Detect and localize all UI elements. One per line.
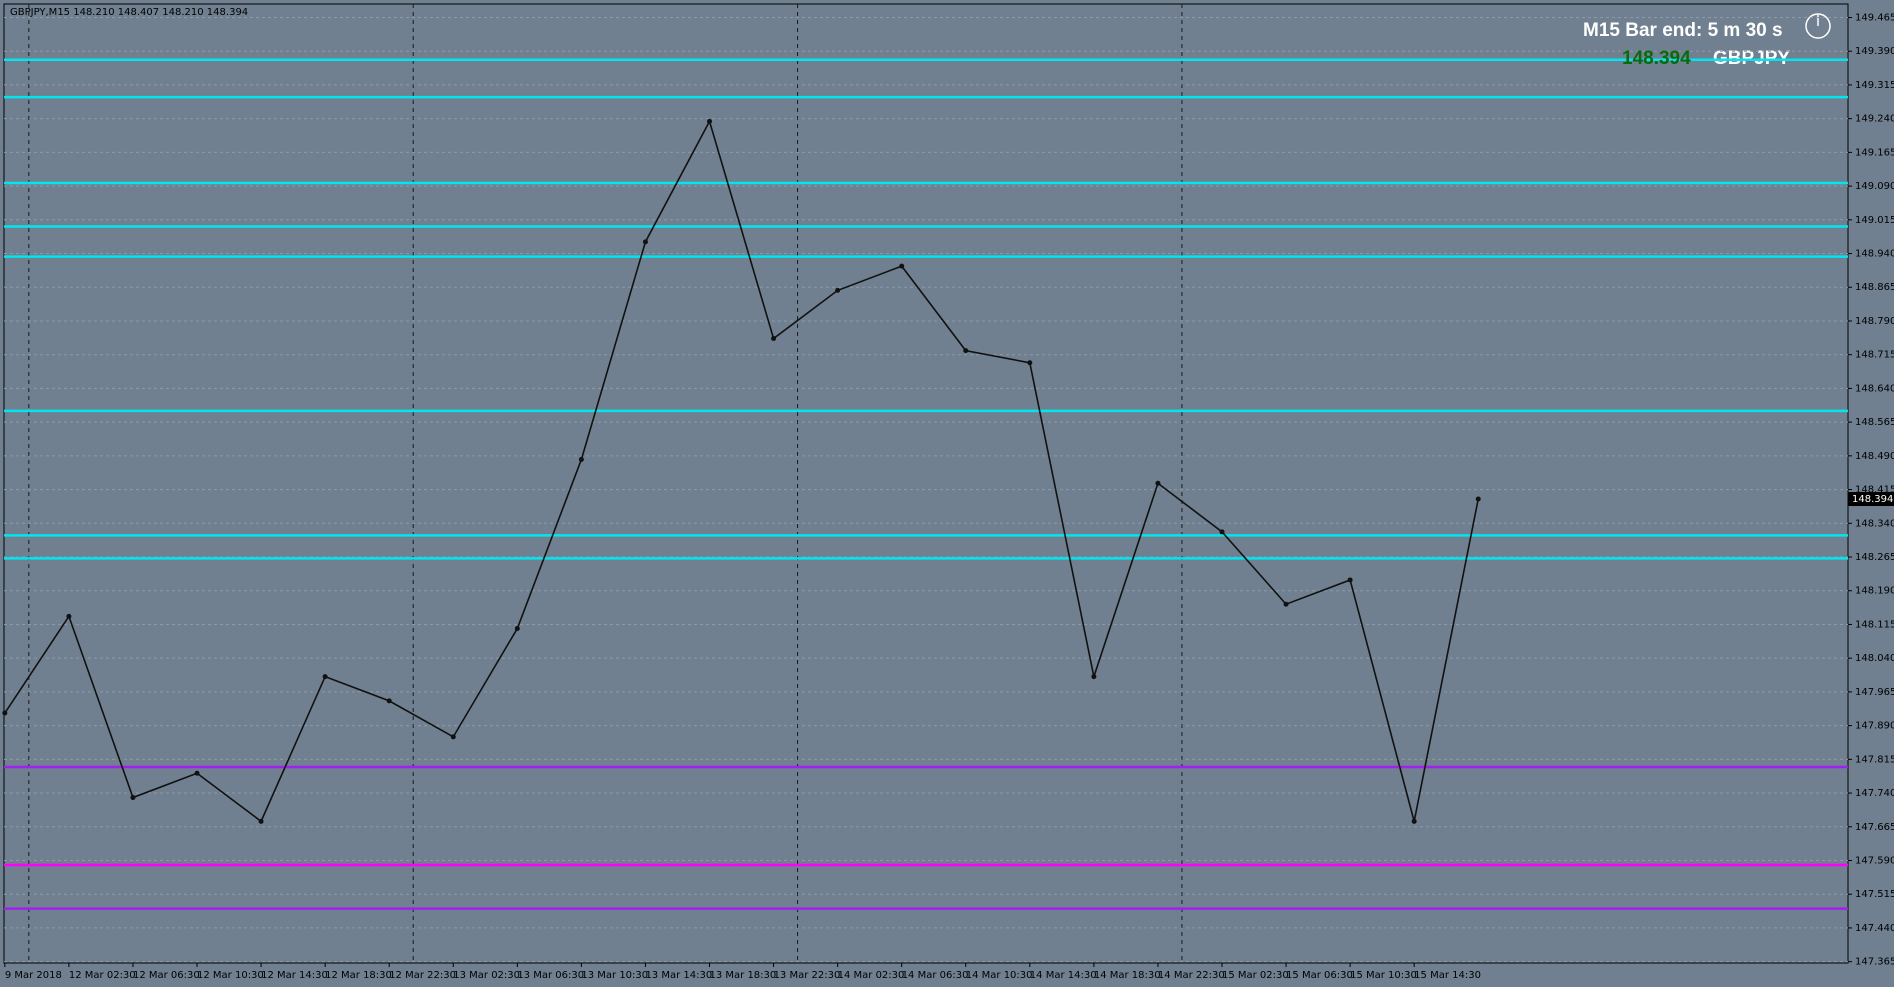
price-point (1155, 480, 1161, 486)
y-tick-label: 149.315 (1855, 80, 1894, 91)
x-tick-label: 14 Mar 06:30 (902, 970, 969, 981)
info-price: 148.394 (1622, 48, 1691, 69)
x-tick-label: 13 Mar 06:30 (517, 970, 584, 981)
price-point (1475, 496, 1481, 502)
price-point (130, 795, 136, 801)
y-tick-label: 148.340 (1855, 518, 1894, 529)
x-tick-label: 9 Mar 2018 (5, 970, 62, 981)
price-point (386, 698, 392, 704)
price-point (66, 613, 72, 619)
y-tick-label: 148.565 (1855, 417, 1894, 428)
y-tick-label: 148.265 (1855, 552, 1894, 563)
last-price-label: 148.394 (1852, 494, 1893, 505)
chart-header: GBPJPY,M15 148.210 148.407 148.210 148.3… (10, 7, 248, 18)
y-tick-label: 148.115 (1855, 619, 1894, 630)
y-tick-label: 148.715 (1855, 350, 1894, 361)
price-point (707, 118, 713, 124)
price-point (1219, 529, 1225, 535)
y-tick-label: 149.090 (1855, 181, 1894, 192)
y-tick-label: 148.940 (1855, 249, 1894, 260)
y-tick-label: 147.440 (1855, 923, 1894, 934)
y-tick-label: 147.965 (1855, 687, 1894, 698)
y-tick-label: 148.865 (1855, 282, 1894, 293)
x-tick-label: 14 Mar 22:30 (1158, 970, 1225, 981)
y-tick-label: 149.390 (1855, 46, 1894, 57)
price-point (1411, 818, 1417, 824)
y-tick-label: 149.240 (1855, 114, 1894, 125)
price-point (514, 625, 520, 631)
x-tick-label: 12 Mar 02:30 (69, 970, 136, 981)
y-tick-label: 148.190 (1855, 586, 1894, 597)
clock-icon (1805, 13, 1831, 39)
price-point (578, 456, 584, 462)
price-point (899, 263, 905, 269)
bar-end-timer: M15 Bar end: 5 m 30 s (1583, 20, 1783, 41)
x-tick-label: 13 Mar 22:30 (774, 970, 841, 981)
x-tick-label: 15 Mar 10:30 (1350, 970, 1417, 981)
x-tick-label: 15 Mar 14:30 (1414, 970, 1481, 981)
y-tick-label: 148.490 (1855, 451, 1894, 462)
y-tick-label: 147.365 (1855, 957, 1894, 968)
x-tick-label: 15 Mar 06:30 (1286, 970, 1353, 981)
price-point (258, 818, 264, 824)
last-price-tag (1848, 492, 1894, 507)
y-tick-label: 147.590 (1855, 855, 1894, 866)
price-point (835, 287, 841, 293)
price-line (4, 119, 1480, 823)
price-point (1027, 360, 1033, 366)
y-tick-label: 148.040 (1855, 653, 1894, 664)
y-tick-label: 147.665 (1855, 822, 1894, 833)
x-tick-label: 15 Mar 02:30 (1222, 970, 1289, 981)
price-point (194, 770, 200, 776)
x-tick-label: 13 Mar 18:30 (710, 970, 777, 981)
x-tick-label: 14 Mar 10:30 (966, 970, 1033, 981)
price-point (642, 239, 648, 245)
x-tick-label: 14 Mar 18:30 (1094, 970, 1161, 981)
x-tick-label: 12 Mar 22:30 (389, 970, 456, 981)
y-tick-label: 147.740 (1855, 788, 1894, 799)
price-point (1283, 601, 1289, 607)
y-tick-label: 149.465 (1855, 12, 1894, 23)
x-tick-label: 13 Mar 02:30 (453, 970, 520, 981)
x-tick-label: 13 Mar 14:30 (645, 970, 712, 981)
plot-area (3, 3, 1849, 964)
x-tick-label: 14 Mar 02:30 (838, 970, 905, 981)
x-tick-label: 12 Mar 18:30 (325, 970, 392, 981)
price-point (450, 734, 456, 740)
y-tick-label: 148.640 (1855, 383, 1894, 394)
y-tick-label: 147.515 (1855, 889, 1894, 900)
price-point (1347, 577, 1353, 583)
y-tick-label: 148.790 (1855, 316, 1894, 327)
y-tick-label: 147.890 (1855, 721, 1894, 732)
y-tick-label: 147.815 (1855, 754, 1894, 765)
price-point (2, 710, 8, 716)
price-point (322, 674, 328, 680)
price-point (963, 348, 969, 354)
price-point (771, 336, 777, 342)
y-tick-label: 148.415 (1855, 485, 1894, 496)
x-tick-label: 12 Mar 10:30 (197, 970, 264, 981)
y-tick-label: 149.165 (1855, 147, 1894, 158)
y-tick-label: 149.015 (1855, 215, 1894, 226)
x-tick-label: 12 Mar 14:30 (261, 970, 328, 981)
x-tick-label: 12 Mar 06:30 (133, 970, 200, 981)
x-tick-label: 14 Mar 14:30 (1030, 970, 1097, 981)
price-point (1091, 674, 1097, 680)
x-tick-label: 13 Mar 10:30 (581, 970, 648, 981)
